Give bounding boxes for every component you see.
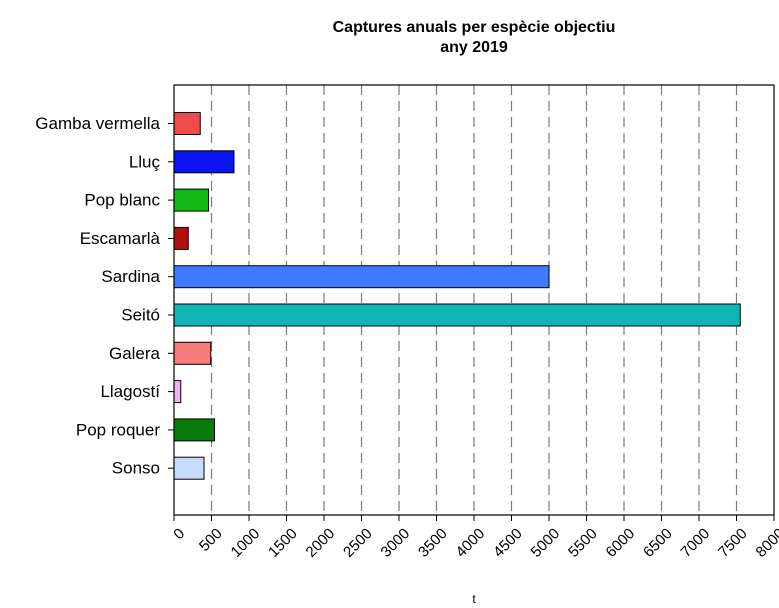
category-label: Sardina — [101, 267, 160, 286]
category-label: Escamarlà — [80, 229, 161, 248]
bars — [173, 112, 741, 480]
bar-llu- — [173, 150, 235, 174]
x-tick-label: 6500 — [640, 525, 676, 561]
gridlines — [210, 85, 738, 515]
x-tick-label: 2500 — [340, 525, 376, 561]
chart-title: Captures anuals per espècie objectiu — [333, 19, 616, 36]
x-tick-label: 8000 — [753, 525, 779, 561]
category-label: Galera — [109, 344, 161, 363]
x-tick-label: 1000 — [228, 525, 264, 561]
category-label: Lluç — [129, 152, 161, 171]
x-tick-label: 7000 — [678, 525, 714, 561]
x-tick-label: 5000 — [528, 525, 564, 561]
category-label: Pop roquer — [76, 420, 160, 439]
chart-subtitle: any 2019 — [440, 39, 508, 56]
category-label: Sonso — [112, 459, 160, 478]
bar-galera — [173, 341, 212, 365]
x-tick-label: 4500 — [490, 525, 526, 561]
bar-llagost- — [173, 380, 182, 404]
x-tick-label: 6000 — [603, 525, 639, 561]
category-label: Llagostí — [100, 382, 160, 401]
bar-pop-blanc — [173, 188, 209, 212]
bar-sardina — [173, 265, 550, 289]
x-tick-label: 7500 — [715, 525, 751, 561]
category-label: Gamba vermella — [35, 114, 160, 133]
bar-seit- — [173, 303, 741, 327]
x-axis-ticks: 0 500 1000 1500 2000 2500 3000 3500 4000 4500 5000… — [170, 515, 779, 561]
bar-sonso — [173, 456, 205, 480]
bar-gamba-vermella — [173, 112, 201, 135]
bar-pop-roquer — [173, 418, 215, 442]
x-tick-label: 2000 — [303, 525, 339, 561]
x-tick-label: 5500 — [565, 525, 601, 561]
bar-escamarl- — [173, 226, 189, 250]
x-tick-label: 4000 — [453, 525, 489, 561]
category-label: Pop blanc — [84, 191, 160, 210]
x-tick-label: 500 — [196, 525, 226, 555]
category-label: Seitó — [121, 306, 160, 325]
category-labels: Gamba vermella Lluç Pop blanc Escamarlà Sard… — [35, 114, 174, 478]
x-tick-label: 3500 — [415, 525, 451, 561]
x-tick-label: 0 — [170, 525, 188, 543]
x-tick-label: 3000 — [378, 525, 414, 561]
x-tick-label: 1500 — [265, 525, 301, 561]
x-axis-label: t — [472, 592, 476, 606]
